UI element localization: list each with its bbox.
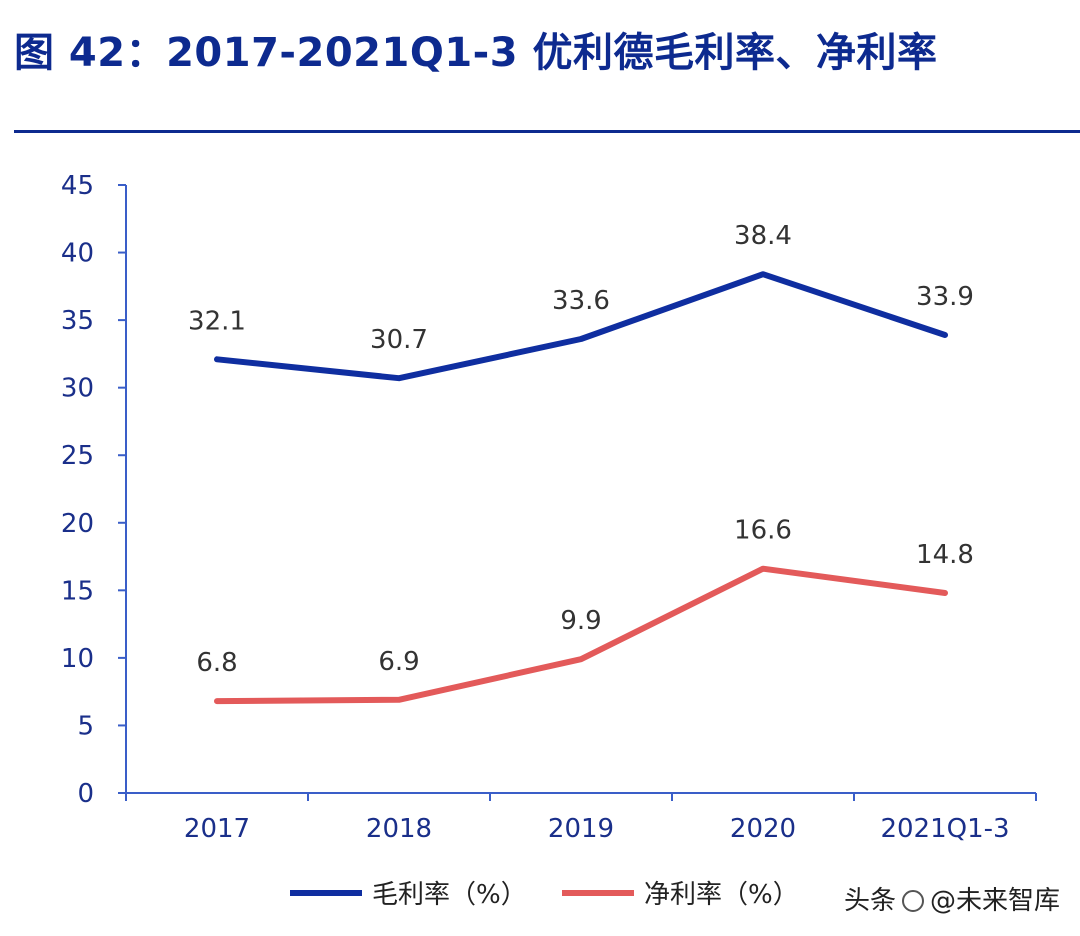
watermark-prefix: 头条 [843,886,896,916]
net-margin-data-label: 6.9 [378,647,419,677]
chart-legend: 毛利率（%） 净利率（%） [290,880,799,910]
y-tick-label: 10 [61,644,94,674]
legend-net-label: 净利率（%） [644,880,799,910]
y-tick-label: 20 [61,509,94,539]
chart-data-labels: 32.1 30.7 33.6 38.4 33.9 6.8 6.9 9.9 16.6 14.8 [188,221,974,678]
watermark-logo-icon [901,890,924,912]
watermark: 头条 @未来智库 [844,880,1060,917]
gross-margin-data-label: 30.7 [370,325,428,355]
y-tick-label: 40 [61,239,94,269]
chart-title: 图 42：2017-2021Q1-3 优利德毛利率、净利率 [14,30,938,76]
y-tick-label: 0 [77,779,94,809]
gross-margin-data-label: 32.1 [188,306,246,336]
x-tick-label: 2018 [366,814,432,844]
net-margin-data-label: 14.8 [916,540,974,570]
net-margin-data-label: 16.6 [734,516,792,546]
y-tick-label: 35 [61,306,94,336]
x-tick-label: 2019 [548,814,614,844]
gross-margin-data-label: 33.6 [552,286,610,316]
net-margin-data-label: 9.9 [560,606,601,636]
y-tick-label: 15 [61,576,94,606]
net-margin-data-label: 6.8 [196,648,237,678]
y-tick-label: 25 [61,441,94,471]
x-tick-label: 2017 [184,814,250,844]
y-tick-label: 5 [77,711,94,741]
gross-margin-data-label: 38.4 [734,221,792,251]
watermark-at: @ [929,886,956,916]
watermark-name: 未来智库 [955,886,1060,916]
chart-axes: 0 5 10 15 20 25 30 35 40 45 2017 2018 2019 2020 2021Q1… [61,171,1037,844]
chart-series [214,271,948,705]
title-divider [14,130,1080,133]
x-tick-label: 2021Q1-3 [880,814,1009,844]
y-tick-label: 30 [61,374,94,404]
x-tick-label: 2020 [730,814,796,844]
gross-margin-data-label: 33.9 [916,282,974,312]
y-tick-label: 45 [61,171,94,201]
legend-gross-label: 毛利率（%） [372,880,527,910]
